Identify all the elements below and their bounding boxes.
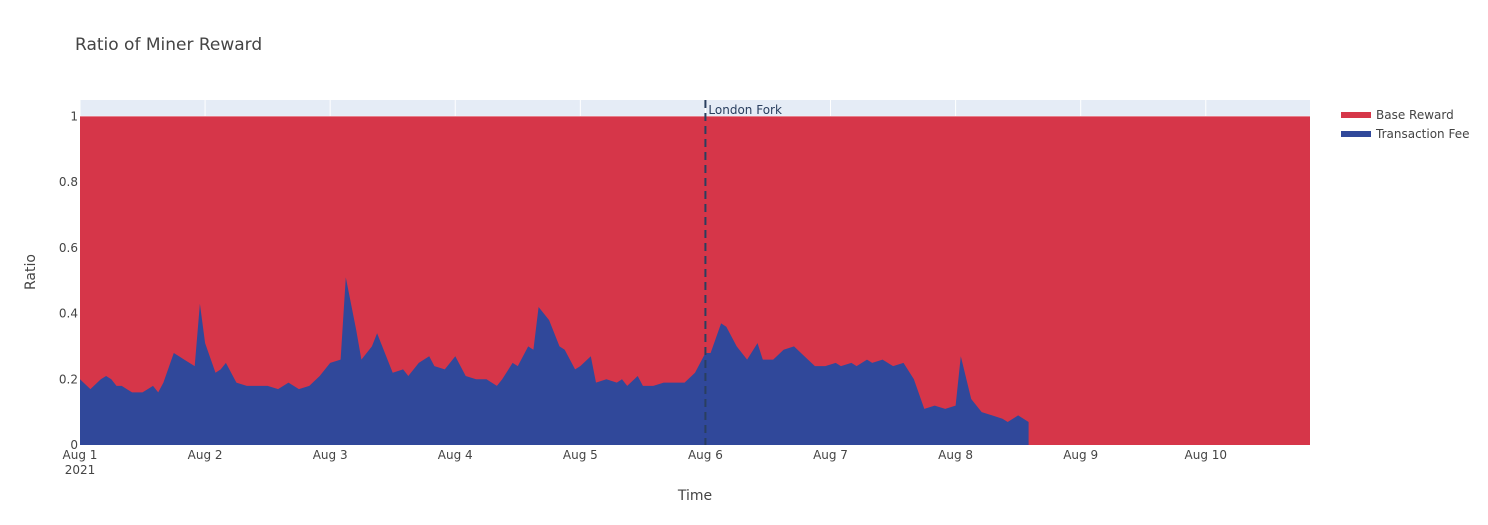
x-tick-label-2: Aug 3 (313, 448, 348, 462)
plot-area: London Fork (79, 100, 1310, 446)
y-tick-label-5: 1 (70, 109, 78, 123)
chart-title: Ratio of Miner Reward (75, 35, 262, 55)
legend-label-transaction-fee: Transaction Fee (1375, 127, 1469, 141)
x-tick-label-3: Aug 4 (438, 448, 473, 462)
y-tick-labels: 0 0.2 0.4 0.6 0.8 1 (59, 109, 78, 452)
x-tick-label-4: Aug 5 (563, 448, 598, 462)
legend-item-transaction-fee[interactable]: Transaction Fee (1341, 127, 1469, 141)
x-tick-label-0: Aug 1 (63, 448, 98, 462)
legend[interactable]: Base Reward Transaction Fee (1341, 108, 1469, 141)
y-tick-label-4: 0.8 (59, 175, 78, 189)
x-tick-label-6: Aug 7 (813, 448, 848, 462)
y-tick-label-0: 0 (70, 438, 78, 452)
x-tick-label-8: Aug 9 (1063, 448, 1098, 462)
y-tick-label-3: 0.6 (59, 241, 78, 255)
legend-label-base-reward: Base Reward (1376, 108, 1454, 122)
y-axis-title: Ratio (23, 254, 39, 290)
london-fork-label: London Fork (708, 103, 782, 117)
x-tick-label-1: Aug 2 (188, 448, 223, 462)
x-tick-label-7: Aug 8 (938, 448, 973, 462)
x-tick-sublabel-0: 2021 (65, 463, 96, 477)
legend-item-base-reward[interactable]: Base Reward (1341, 108, 1454, 122)
y-tick-label-2: 0.4 (59, 307, 78, 321)
x-tick-label-9: Aug 10 (1185, 448, 1228, 462)
transaction-fee-area (80, 277, 1029, 445)
x-tick-label-5: Aug 6 (688, 448, 723, 462)
y-tick-label-1: 0.2 (59, 372, 78, 386)
x-axis-title: Time (677, 488, 712, 504)
